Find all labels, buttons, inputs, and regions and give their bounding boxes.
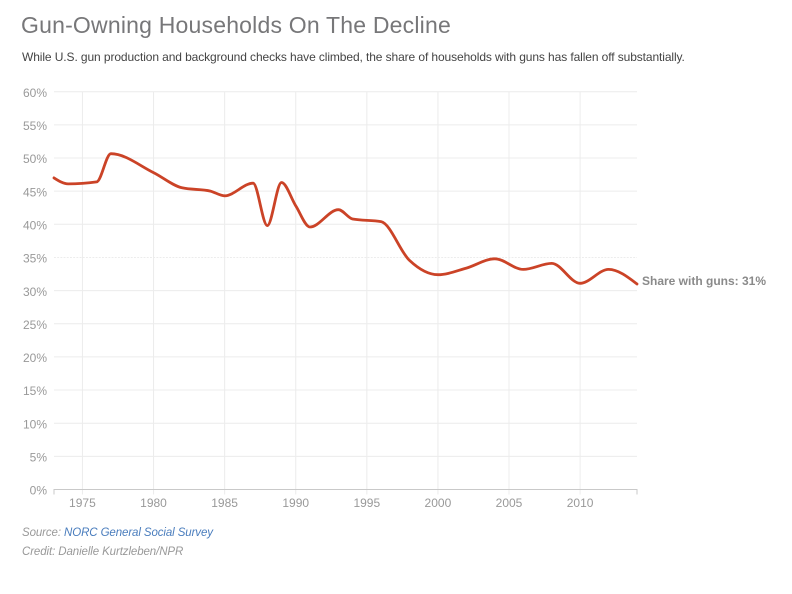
svg-text:Share with guns: 31%: Share with guns: 31% [642, 274, 766, 288]
svg-text:40%: 40% [23, 219, 47, 233]
svg-text:15%: 15% [23, 384, 47, 398]
svg-text:20%: 20% [23, 351, 47, 365]
svg-text:1985: 1985 [211, 496, 238, 510]
svg-text:25%: 25% [23, 318, 47, 332]
svg-text:30%: 30% [23, 285, 47, 299]
svg-text:1980: 1980 [140, 496, 167, 510]
svg-text:60%: 60% [23, 86, 47, 100]
svg-text:45%: 45% [23, 185, 47, 199]
svg-text:10%: 10% [23, 417, 47, 431]
svg-text:35%: 35% [23, 252, 47, 266]
svg-text:1990: 1990 [282, 496, 309, 510]
svg-text:0%: 0% [30, 484, 48, 498]
svg-text:1995: 1995 [353, 496, 380, 510]
svg-text:1975: 1975 [69, 496, 96, 510]
svg-text:55%: 55% [23, 119, 47, 133]
svg-text:5%: 5% [30, 451, 48, 465]
svg-text:2005: 2005 [496, 496, 523, 510]
svg-text:2010: 2010 [567, 496, 594, 510]
svg-text:50%: 50% [23, 152, 47, 166]
svg-text:2000: 2000 [425, 496, 452, 510]
